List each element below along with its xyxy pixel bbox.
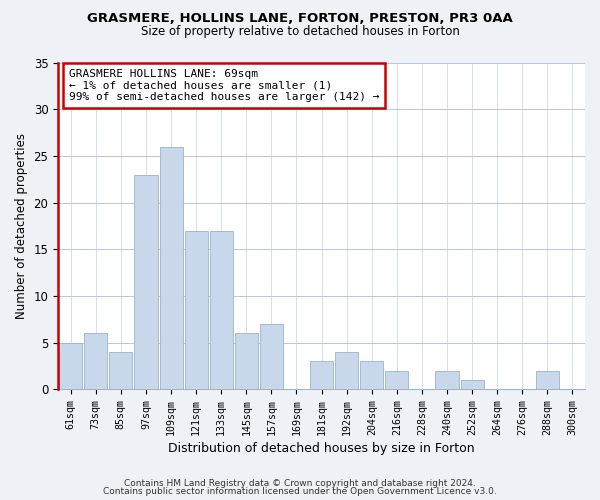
Text: GRASMERE, HOLLINS LANE, FORTON, PRESTON, PR3 0AA: GRASMERE, HOLLINS LANE, FORTON, PRESTON,… [87,12,513,26]
Text: Contains HM Land Registry data © Crown copyright and database right 2024.: Contains HM Land Registry data © Crown c… [124,478,476,488]
Bar [335,352,358,390]
Text: Size of property relative to detached houses in Forton: Size of property relative to detached ho… [140,25,460,38]
Bar [461,380,484,390]
Bar [235,334,258,390]
X-axis label: Distribution of detached houses by size in Forton: Distribution of detached houses by size … [168,442,475,455]
Bar [59,342,82,390]
Text: Contains public sector information licensed under the Open Government Licence v3: Contains public sector information licen… [103,487,497,496]
Bar [260,324,283,390]
Text: GRASMERE HOLLINS LANE: 69sqm
← 1% of detached houses are smaller (1)
99% of semi: GRASMERE HOLLINS LANE: 69sqm ← 1% of det… [68,69,379,102]
Bar [536,370,559,390]
Bar [109,352,133,390]
Bar [360,362,383,390]
Bar [385,370,409,390]
Bar [134,174,158,390]
Bar [209,230,233,390]
Bar [160,146,182,390]
Bar [185,230,208,390]
Bar [84,334,107,390]
Bar [310,362,333,390]
Y-axis label: Number of detached properties: Number of detached properties [15,133,28,319]
Bar [436,370,458,390]
